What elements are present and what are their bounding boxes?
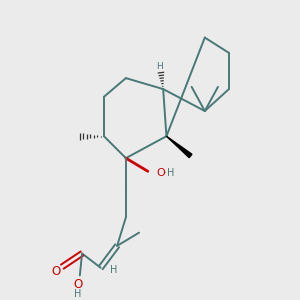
Text: H: H <box>157 61 163 70</box>
Text: O: O <box>51 265 60 278</box>
Text: O: O <box>157 169 165 178</box>
Text: H: H <box>74 289 81 299</box>
Text: H: H <box>110 265 118 275</box>
Text: O: O <box>73 278 82 291</box>
Polygon shape <box>167 136 192 158</box>
Text: ·H: ·H <box>164 169 175 178</box>
